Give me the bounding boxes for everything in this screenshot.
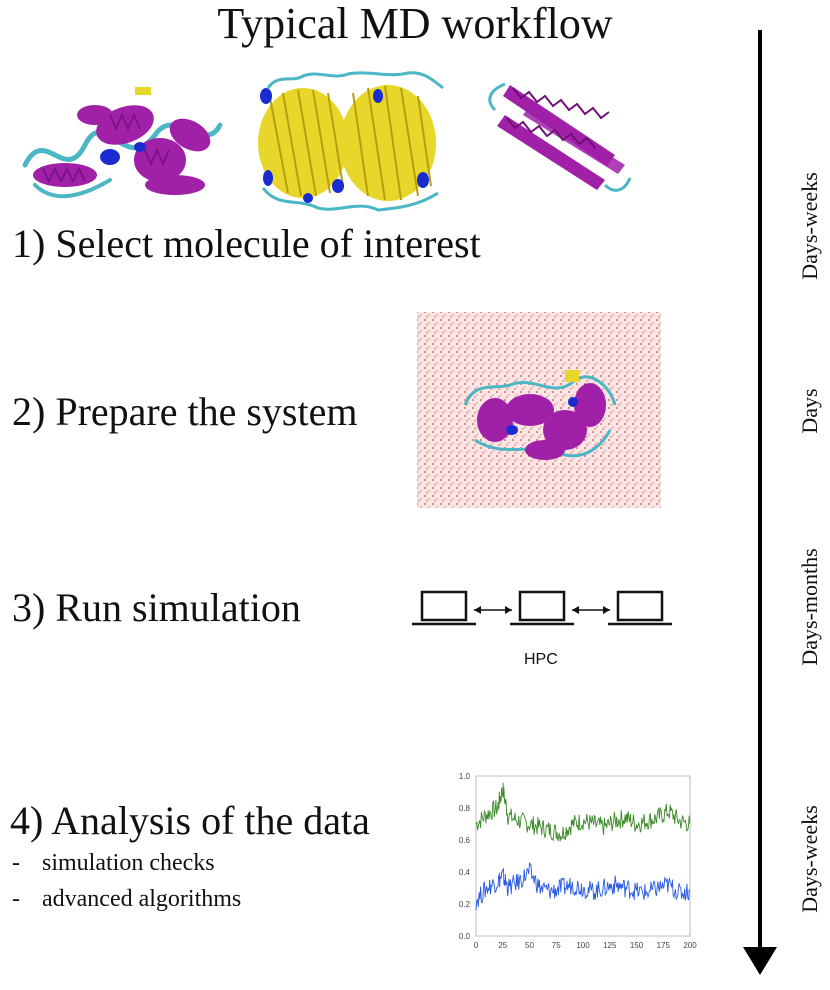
y-tick-label: 0.0 [459, 932, 471, 941]
analysis-plot: 1.0 0.8 0.6 0.4 0.2 0.00 25 50 75 100 125 150 175 200 [459, 772, 697, 950]
duration-label-step3: Days-months [797, 548, 822, 666]
step-3-label: 3) Run simulation [12, 585, 301, 630]
x-tick-label: 75 [552, 941, 561, 950]
x-tick-label: 100 [576, 941, 590, 950]
hpc-label: HPC [524, 651, 558, 668]
hpc-diagram [412, 590, 672, 626]
y-tick-label: 1.0 [459, 772, 471, 781]
x-tick-label: 175 [657, 941, 671, 950]
y-tick-label: 0.8 [459, 804, 471, 813]
series-line-blue [475, 862, 691, 911]
computer-icon [518, 590, 566, 622]
step-4-label: 4) Analysis of the data [10, 798, 370, 843]
y-tick-label: 0.6 [459, 836, 471, 845]
beta-barrel-structure-image [258, 71, 444, 212]
page-title: Typical MD workflow [217, 0, 613, 48]
bullet-simulation-checks: simulation checks [42, 850, 215, 876]
protein-structure-image-1 [22, 87, 223, 199]
solvated-system-image [417, 312, 661, 508]
x-tick-label: 25 [498, 941, 507, 950]
x-tick-label: 150 [630, 941, 644, 950]
x-tick-label: 125 [603, 941, 617, 950]
x-tick-label: 0 [474, 941, 479, 950]
duration-label-step4: Days-weeks [797, 805, 822, 913]
duration-label-step1: Days-weeks [797, 172, 822, 280]
timeline-arrow [743, 30, 777, 975]
step-2-label: 2) Prepare the system [12, 389, 358, 434]
computer-icon [616, 590, 664, 622]
duration-label-step2: Days [797, 388, 822, 434]
x-tick-label: 200 [683, 941, 697, 950]
bullet-advanced-algorithms: advanced algorithms [42, 886, 242, 912]
series-line-green [475, 782, 691, 842]
x-tick-label: 50 [525, 941, 534, 950]
plot-frame [475, 775, 691, 937]
computer-icon [420, 590, 468, 622]
y-tick-label: 0.4 [459, 868, 471, 877]
bullet-marker: - [12, 886, 20, 912]
step-1-label: 1) Select molecule of interest [12, 221, 481, 266]
y-tick-label: 0.2 [459, 900, 471, 909]
helix-bundle-structure-image [488, 82, 632, 192]
bullet-marker: - [12, 850, 20, 876]
